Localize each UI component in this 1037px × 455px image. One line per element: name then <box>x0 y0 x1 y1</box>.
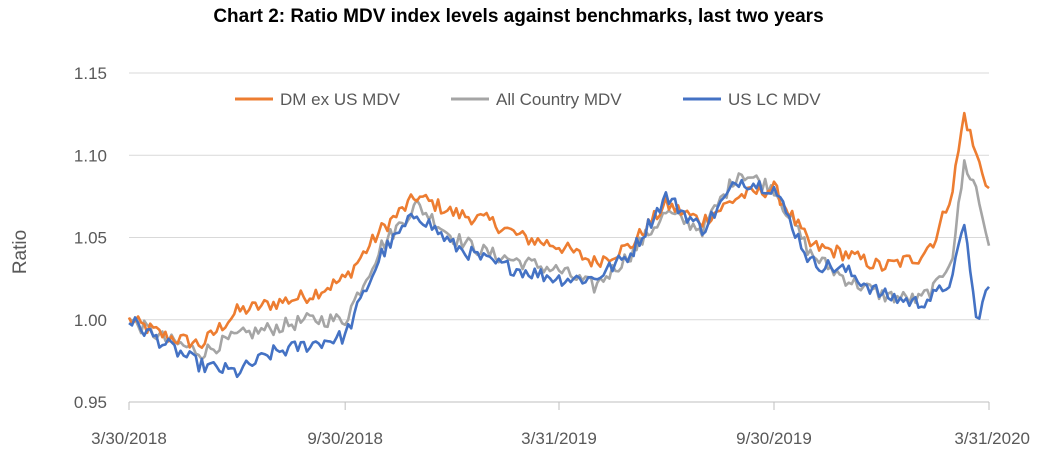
x-tick-label: 3/31/2020 <box>954 429 1030 448</box>
y-tick-label: 0.95 <box>74 393 107 412</box>
x-tick-label: 9/30/2018 <box>307 429 383 448</box>
series-line-us-lc-mdv <box>128 178 990 379</box>
series-line-dm-ex-us-mdv <box>127 111 990 349</box>
series-line-all-country-mdv <box>128 159 991 361</box>
x-axis <box>128 401 990 410</box>
x-tick-label: 9/30/2019 <box>736 429 812 448</box>
y-tick-label: 1.10 <box>74 146 107 165</box>
y-axis-title: Ratio <box>10 230 31 274</box>
legend: DM ex US MDV All Country MDV US LC MDV <box>235 90 821 109</box>
x-tick-label: 3/30/2018 <box>91 429 167 448</box>
x-tick-label: 3/31/2019 <box>521 429 597 448</box>
series-lines <box>127 111 991 379</box>
legend-label: DM ex US MDV <box>280 90 401 109</box>
gridlines <box>129 72 989 403</box>
legend-label: US LC MDV <box>728 90 821 109</box>
chart-title: Chart 2: Ratio MDV index levels against … <box>213 6 824 27</box>
y-tick-label: 1.00 <box>74 311 107 330</box>
y-tick-label: 1.05 <box>74 229 107 248</box>
y-tick-label: 1.15 <box>74 64 107 83</box>
tick-labels: 0.95 1.00 1.05 1.10 1.15 3/30/2018 9/30/2018 3/… <box>74 64 1030 448</box>
legend-label: All Country MDV <box>496 90 622 109</box>
